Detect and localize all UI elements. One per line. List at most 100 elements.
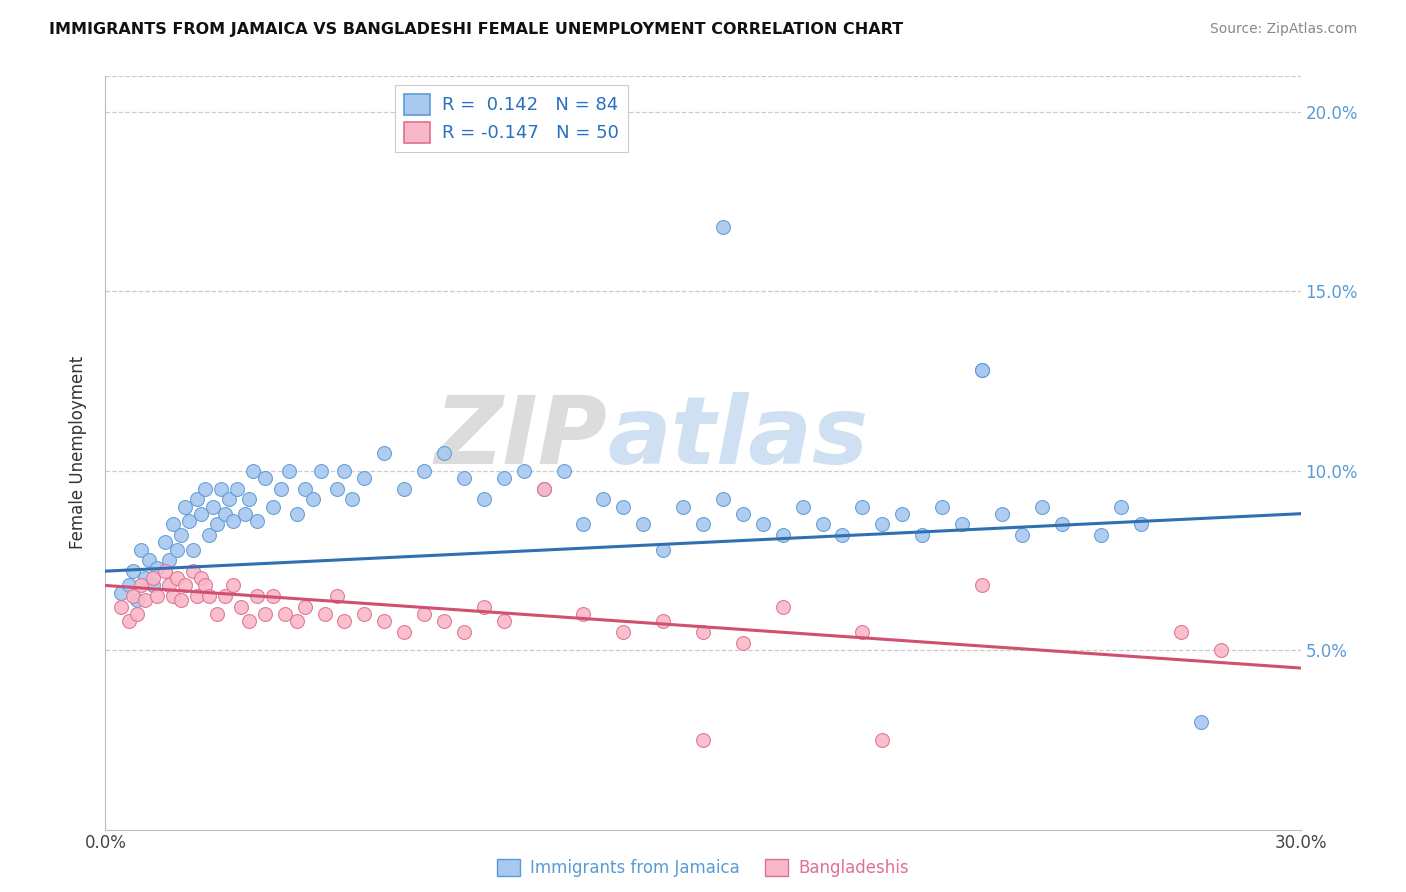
Point <box>692 625 714 640</box>
Point <box>253 607 276 622</box>
Point <box>373 445 395 460</box>
Point <box>692 732 714 747</box>
Point <box>413 607 436 622</box>
Point <box>811 517 834 532</box>
Point <box>692 517 714 532</box>
Point <box>205 517 228 532</box>
Point <box>492 471 515 485</box>
Point <box>110 585 132 599</box>
Point <box>513 464 536 478</box>
Point <box>314 607 336 622</box>
Point <box>851 625 873 640</box>
Point <box>533 482 555 496</box>
Point <box>970 363 993 377</box>
Point <box>772 528 794 542</box>
Point <box>186 492 208 507</box>
Point <box>181 564 204 578</box>
Point <box>872 732 894 747</box>
Point <box>413 464 436 478</box>
Point <box>166 542 188 557</box>
Point <box>186 589 208 603</box>
Point <box>146 560 169 574</box>
Point <box>129 542 153 557</box>
Text: ZIP: ZIP <box>434 392 607 483</box>
Point <box>174 500 197 514</box>
Point <box>433 615 456 629</box>
Point <box>118 578 141 592</box>
Point <box>672 500 695 514</box>
Point <box>652 615 675 629</box>
Point <box>453 471 475 485</box>
Text: Source: ZipAtlas.com: Source: ZipAtlas.com <box>1209 22 1357 37</box>
Point <box>851 500 873 514</box>
Point <box>222 578 245 592</box>
Point <box>214 507 236 521</box>
Point <box>970 578 993 592</box>
Point <box>162 517 184 532</box>
Point <box>353 607 375 622</box>
Point <box>129 578 153 592</box>
Point <box>711 219 734 234</box>
Point <box>891 507 914 521</box>
Point <box>170 528 193 542</box>
Point <box>209 482 232 496</box>
Point <box>472 492 495 507</box>
Point <box>214 589 236 603</box>
Point <box>285 615 308 629</box>
Point <box>392 625 416 640</box>
Point <box>1209 643 1232 657</box>
Point <box>229 600 252 615</box>
Point <box>472 600 495 615</box>
Point <box>242 464 264 478</box>
Point <box>138 553 160 567</box>
Point <box>157 553 180 567</box>
Point <box>205 607 228 622</box>
Point <box>970 363 993 377</box>
Point <box>353 471 375 485</box>
Point <box>225 482 249 496</box>
Point <box>157 578 180 592</box>
Point <box>174 578 197 592</box>
Point <box>127 607 149 622</box>
Point <box>1111 500 1133 514</box>
Point <box>342 492 364 507</box>
Point <box>373 615 395 629</box>
Point <box>553 464 575 478</box>
Point <box>433 445 456 460</box>
Point <box>238 615 260 629</box>
Point <box>177 514 201 528</box>
Point <box>333 464 356 478</box>
Point <box>301 492 323 507</box>
Point <box>1090 528 1112 542</box>
Legend: Immigrants from Jamaica, Bangladeshis: Immigrants from Jamaica, Bangladeshis <box>491 852 915 884</box>
Point <box>238 492 260 507</box>
Point <box>222 514 245 528</box>
Text: atlas: atlas <box>607 392 869 483</box>
Point <box>731 507 754 521</box>
Point <box>1031 500 1053 514</box>
Point <box>127 592 149 607</box>
Point <box>612 625 634 640</box>
Point <box>162 589 184 603</box>
Point <box>453 625 475 640</box>
Point <box>792 500 814 514</box>
Point <box>1050 517 1073 532</box>
Point <box>262 500 284 514</box>
Point <box>931 500 953 514</box>
Point <box>294 600 316 615</box>
Point <box>142 571 165 585</box>
Point <box>950 517 973 532</box>
Point <box>146 589 169 603</box>
Point <box>134 571 156 585</box>
Point <box>831 528 853 542</box>
Point <box>202 500 225 514</box>
Point <box>1011 528 1033 542</box>
Point <box>911 528 934 542</box>
Point <box>277 464 299 478</box>
Point <box>233 507 256 521</box>
Point <box>325 589 347 603</box>
Point <box>872 517 894 532</box>
Point <box>122 564 145 578</box>
Point <box>711 492 734 507</box>
Point <box>572 517 595 532</box>
